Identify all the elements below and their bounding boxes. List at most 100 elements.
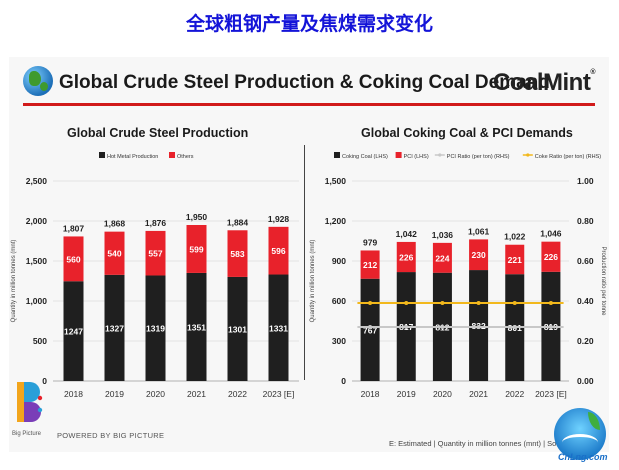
series-point bbox=[476, 301, 481, 305]
y-right-tick-label: 0.00 bbox=[577, 376, 594, 386]
bar-segment bbox=[469, 239, 489, 271]
series-point bbox=[440, 325, 445, 329]
bar-value-label: 221 bbox=[508, 255, 522, 265]
bar-total-label: 1,876 bbox=[145, 218, 167, 228]
bar-total-label: 1,884 bbox=[227, 217, 249, 227]
y-tick-label: 2,000 bbox=[26, 216, 48, 226]
bar-segment bbox=[63, 281, 84, 381]
bar-value-label: 212 bbox=[363, 260, 377, 270]
x-tick-label: 2019 bbox=[105, 389, 124, 399]
coking-coal-chart: Global Coking Coal & PCI Demands Coking C… bbox=[310, 126, 606, 399]
legend-line-marker bbox=[438, 153, 442, 157]
x-tick-label: 2023 [E] bbox=[263, 389, 295, 399]
legend-label: PCI Ratio (per ton) (RHS) bbox=[447, 154, 510, 160]
bar-value-label: 1247 bbox=[64, 327, 83, 337]
series-point bbox=[368, 325, 373, 329]
bar-value-label: 596 bbox=[271, 246, 285, 256]
globe-icon bbox=[23, 66, 53, 96]
y-tick-label: 900 bbox=[332, 256, 346, 266]
y-right-tick-label: 1.00 bbox=[577, 176, 594, 186]
y-tick-label: 1,200 bbox=[325, 216, 347, 226]
bar-value-label: 1351 bbox=[187, 322, 206, 332]
legend-swatch bbox=[169, 152, 175, 158]
series-point bbox=[404, 325, 409, 329]
y-tick-label: 1,000 bbox=[26, 296, 48, 306]
x-tick-label: 2019 bbox=[397, 389, 416, 399]
y-tick-label: 300 bbox=[332, 336, 346, 346]
bar-segment bbox=[541, 241, 561, 272]
bar-value-label: 226 bbox=[399, 253, 413, 263]
bar-value-label: 583 bbox=[230, 249, 244, 259]
bar-segment bbox=[432, 242, 452, 273]
legend-label: Hot Metal Production bbox=[107, 154, 158, 160]
legend-line-marker bbox=[526, 153, 530, 157]
slide-title: Global Crude Steel Production & Coking C… bbox=[59, 72, 550, 93]
bar-value-label: 1327 bbox=[105, 323, 124, 333]
y-tick-label: 500 bbox=[33, 336, 47, 346]
bar-value-label: 226 bbox=[544, 252, 558, 262]
bar-segment bbox=[268, 274, 289, 381]
watermark-text: CnLng.com bbox=[558, 452, 608, 462]
y-tick-label: 2,500 bbox=[26, 176, 48, 186]
bar-segment bbox=[186, 225, 207, 273]
y-right-tick-label: 0.40 bbox=[577, 296, 594, 306]
chart-title: Global Crude Steel Production bbox=[67, 126, 248, 140]
bar-total-label: 1,036 bbox=[432, 230, 454, 240]
y-right-tick-label: 0.80 bbox=[577, 216, 594, 226]
series-point bbox=[548, 301, 553, 305]
series-point bbox=[368, 301, 373, 305]
series-point bbox=[440, 301, 445, 305]
bar-total-label: 979 bbox=[363, 237, 377, 247]
y-tick-label: 1,500 bbox=[26, 256, 48, 266]
bar-segment bbox=[145, 275, 166, 381]
bar-segment bbox=[104, 231, 125, 275]
bar-value-label: 1319 bbox=[146, 324, 165, 334]
bar-total-label: 1,046 bbox=[540, 229, 562, 239]
bar-segment bbox=[63, 236, 84, 282]
bar-segment bbox=[396, 241, 416, 273]
y-right-tick-label: 0.60 bbox=[577, 256, 594, 266]
bar-value-label: 560 bbox=[66, 254, 80, 264]
bar-segment bbox=[360, 250, 380, 279]
y-right-axis-label: Production ratio per tonne bbox=[600, 246, 606, 316]
y-axis-label: Quantity in million tonnes (mnt) bbox=[11, 240, 17, 323]
x-tick-label: 2023 [E] bbox=[535, 389, 567, 399]
bar-value-label: 1301 bbox=[228, 324, 247, 334]
bar-segment bbox=[268, 226, 289, 275]
big-picture-logo-icon bbox=[17, 382, 43, 422]
x-tick-label: 2020 bbox=[433, 389, 452, 399]
bar-total-label: 1,807 bbox=[63, 223, 85, 233]
bar-value-label: 557 bbox=[148, 249, 162, 259]
bar-value-label: 540 bbox=[107, 249, 121, 259]
bar-total-label: 1,928 bbox=[268, 214, 290, 224]
bar-segment bbox=[227, 276, 248, 381]
y-tick-label: 0 bbox=[341, 376, 346, 386]
series-point bbox=[548, 325, 553, 329]
bar-value-label: 599 bbox=[189, 244, 203, 254]
x-tick-label: 2018 bbox=[361, 389, 380, 399]
chart-title: Global Coking Coal & PCI Demands bbox=[361, 126, 573, 140]
bar-value-label: 1331 bbox=[269, 323, 288, 333]
watermark-badge-icon bbox=[554, 408, 606, 460]
bar-segment bbox=[227, 230, 248, 277]
bar-total-label: 1,868 bbox=[104, 219, 126, 229]
y-right-tick-label: 0.20 bbox=[577, 336, 594, 346]
header-rule bbox=[23, 103, 595, 106]
logo-text: CoalMint bbox=[493, 69, 591, 96]
powered-by-label: POWERED BY BIG PICTURE bbox=[57, 431, 165, 440]
y-tick-label: 1,500 bbox=[325, 176, 347, 186]
legend-swatch bbox=[99, 152, 105, 158]
y-axis-label: Quantity in million tonnes (mnt) bbox=[310, 240, 316, 323]
bar-segment bbox=[104, 274, 125, 381]
bar-total-label: 1,950 bbox=[186, 212, 208, 222]
logo-mark: ® bbox=[590, 69, 595, 76]
bar-value-label: 767 bbox=[363, 325, 377, 335]
series-point bbox=[404, 301, 409, 305]
series-point bbox=[476, 325, 481, 329]
coalmint-logo: CoalMint® bbox=[493, 69, 595, 97]
big-picture-label: Big Picture bbox=[12, 431, 42, 437]
series-point bbox=[512, 325, 517, 329]
legend-label: Others bbox=[177, 154, 194, 160]
bar-segment bbox=[360, 278, 380, 381]
bar-value-label: 224 bbox=[435, 253, 449, 263]
